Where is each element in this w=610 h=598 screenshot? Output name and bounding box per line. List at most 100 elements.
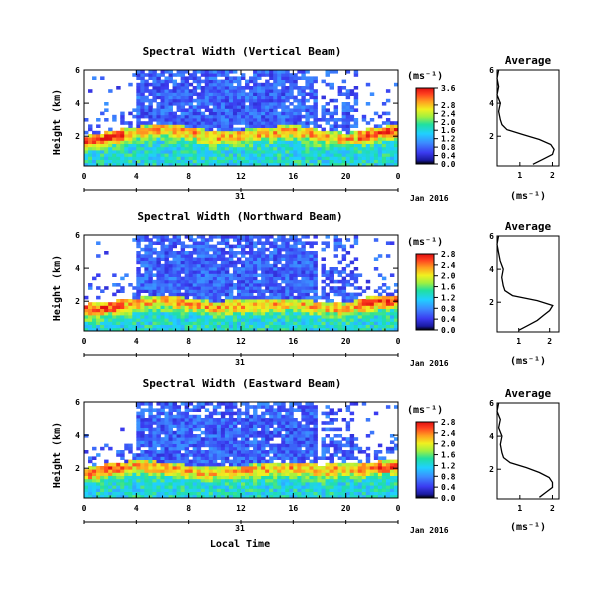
heatmap-cell xyxy=(152,289,157,293)
heatmap-cell xyxy=(309,459,314,464)
heatmap-cell xyxy=(224,111,230,116)
heatmap-cell xyxy=(277,418,282,422)
heatmap-cell xyxy=(228,279,234,284)
heatmap-cell xyxy=(140,247,145,252)
heatmap-cell xyxy=(301,267,306,271)
heatmap-cell xyxy=(192,446,198,451)
heatmap-cell xyxy=(253,235,258,239)
heatmap-cell xyxy=(249,235,254,239)
heatmap-cell xyxy=(172,430,177,435)
heatmap-cell xyxy=(253,302,258,306)
heatmap-cell xyxy=(176,130,182,135)
heatmap-cell xyxy=(305,251,310,255)
heatmap-cell xyxy=(309,86,314,90)
heatmap-cell xyxy=(184,446,190,451)
heatmap-cell xyxy=(224,318,230,322)
heatmap-cell xyxy=(245,118,250,122)
heatmap-cell xyxy=(224,76,230,80)
heatmap-cell xyxy=(377,315,383,319)
heatmap-cell xyxy=(120,478,125,483)
heatmap-cell xyxy=(249,130,254,135)
heatmap-cell xyxy=(132,156,137,160)
heatmap-cell xyxy=(232,434,238,438)
heatmap-cell xyxy=(277,79,282,84)
heatmap-cell xyxy=(220,276,226,281)
heatmap-cell xyxy=(156,263,161,268)
heatmap-cell xyxy=(212,482,218,486)
heatmap-cell xyxy=(208,421,214,425)
heatmap-cell xyxy=(301,434,306,438)
heatmap-cell xyxy=(281,121,286,125)
heatmap-cell xyxy=(148,472,153,476)
heatmap-cell xyxy=(228,159,234,164)
heatmap-cell xyxy=(373,324,379,329)
heatmap-cell xyxy=(232,121,238,125)
heatmap-cell xyxy=(269,286,274,290)
heatmap-cell xyxy=(212,430,218,435)
heatmap-cell xyxy=(232,478,238,483)
heatmap-cell xyxy=(180,257,186,261)
heatmap-cell xyxy=(144,150,149,154)
heatmap-cell xyxy=(297,89,302,93)
heatmap-cell xyxy=(208,137,214,141)
heatmap-cell xyxy=(140,302,145,306)
heatmap-cell xyxy=(116,475,121,480)
heatmap-cell xyxy=(313,241,318,245)
heatmap-cell xyxy=(156,121,161,125)
heatmap-cell xyxy=(261,482,266,486)
heatmap-cell xyxy=(361,327,367,332)
heatmap-cell xyxy=(293,143,298,148)
heatmap-cell xyxy=(200,440,206,444)
heatmap-cell xyxy=(172,494,177,499)
heatmap-cell xyxy=(220,79,226,84)
heatmap-cell xyxy=(220,430,226,435)
heatmap-cell xyxy=(253,140,258,144)
heatmap-cell xyxy=(188,82,194,87)
heatmap-cell xyxy=(208,302,214,306)
heatmap-cell xyxy=(156,286,161,290)
heatmap-cell xyxy=(96,273,101,277)
heatmap-cell xyxy=(285,482,290,486)
heatmap-cell xyxy=(241,305,246,309)
heatmap-cell xyxy=(160,130,165,135)
heatmap-cell xyxy=(345,150,351,154)
heatmap-cell xyxy=(265,430,270,435)
day-label: 31 xyxy=(235,358,245,367)
heatmap-cell xyxy=(156,450,161,454)
heatmap-cell xyxy=(144,299,149,303)
heatmap-cell xyxy=(265,488,270,492)
heatmap-cell xyxy=(393,82,399,87)
heatmap-cell xyxy=(156,299,161,303)
heatmap-cell xyxy=(196,488,202,492)
heatmap-cell xyxy=(152,108,157,112)
heatmap-cell xyxy=(289,427,294,432)
heatmap-cell xyxy=(265,257,270,261)
heatmap-cell xyxy=(108,308,113,313)
heatmap-cell xyxy=(301,488,306,492)
heatmap-cell xyxy=(273,295,278,300)
heatmap-cell xyxy=(297,162,302,167)
heatmap-cell xyxy=(220,257,226,261)
heatmap-cell xyxy=(152,469,157,473)
heatmap-cell xyxy=(241,478,246,483)
heatmap-cell xyxy=(160,153,165,157)
heatmap-cell xyxy=(116,156,121,160)
heatmap-cell xyxy=(337,156,343,160)
heatmap-cell xyxy=(172,308,177,313)
heatmap-cell xyxy=(353,238,359,242)
heatmap-cell xyxy=(309,466,314,470)
heatmap-cell xyxy=(208,305,214,309)
heatmap-cell xyxy=(88,311,93,316)
heatmap-cell xyxy=(265,95,270,100)
heatmap-cell xyxy=(289,434,294,438)
heatmap-cell xyxy=(301,162,306,167)
heatmap-cell xyxy=(261,402,266,406)
heatmap-cell xyxy=(236,485,242,489)
heatmap-cell xyxy=(232,153,238,157)
heatmap-cell xyxy=(253,437,258,441)
heatmap-cell xyxy=(104,146,109,151)
heatmap-cell xyxy=(261,295,266,300)
heatmap-cell xyxy=(212,124,218,128)
heatmap-cell xyxy=(124,443,129,448)
heatmap-cell xyxy=(349,305,355,309)
